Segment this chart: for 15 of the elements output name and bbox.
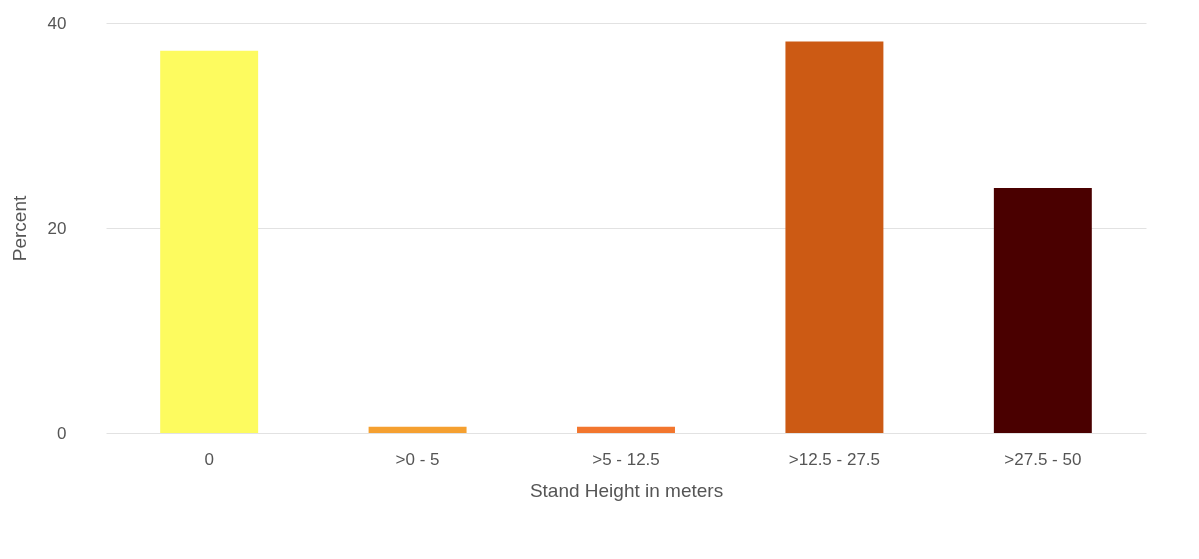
x-tick-label: 0 <box>204 449 214 469</box>
bar <box>160 50 259 433</box>
bar <box>368 426 467 433</box>
x-tick-label: >12.5 - 27.5 <box>788 449 881 469</box>
bar <box>785 41 884 433</box>
x-tick-label: >27.5 - 50 <box>1004 449 1082 469</box>
y-axis-title: Percent <box>8 195 30 262</box>
x-axis-title: Stand Height in meters <box>529 479 724 501</box>
y-tick-label: 20 <box>47 218 67 238</box>
bar <box>993 188 1092 433</box>
y-tick-label: 0 <box>57 423 67 443</box>
bar <box>577 426 675 433</box>
x-tick-label: >0 - 5 <box>395 449 440 469</box>
x-tick-label: >5 - 12.5 <box>592 449 660 469</box>
y-tick-label: 40 <box>47 13 67 33</box>
